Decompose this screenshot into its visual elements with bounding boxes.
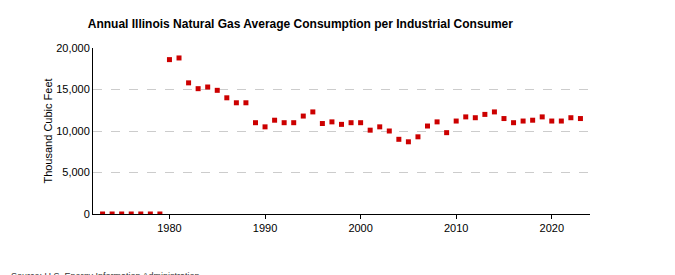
svg-text:Thousand Cubic Feet: Thousand Cubic Feet bbox=[42, 78, 54, 183]
svg-text:5,000: 5,000 bbox=[62, 166, 90, 178]
svg-text:1980: 1980 bbox=[157, 222, 181, 234]
svg-text:Annual Illinois Natural Gas Av: Annual Illinois Natural Gas Average Cons… bbox=[88, 17, 514, 31]
svg-text:20,000: 20,000 bbox=[56, 42, 90, 54]
svg-text:15,000: 15,000 bbox=[56, 83, 90, 95]
svg-text:0: 0 bbox=[84, 208, 90, 220]
svg-text:Source: U.S. Energy Informatio: Source: U.S. Energy Information Administ… bbox=[11, 271, 200, 275]
svg-text:10,000: 10,000 bbox=[56, 125, 90, 137]
svg-text:2020: 2020 bbox=[540, 222, 564, 234]
svg-text:2000: 2000 bbox=[348, 222, 372, 234]
svg-text:1990: 1990 bbox=[253, 222, 277, 234]
svg-text:2010: 2010 bbox=[444, 222, 468, 234]
